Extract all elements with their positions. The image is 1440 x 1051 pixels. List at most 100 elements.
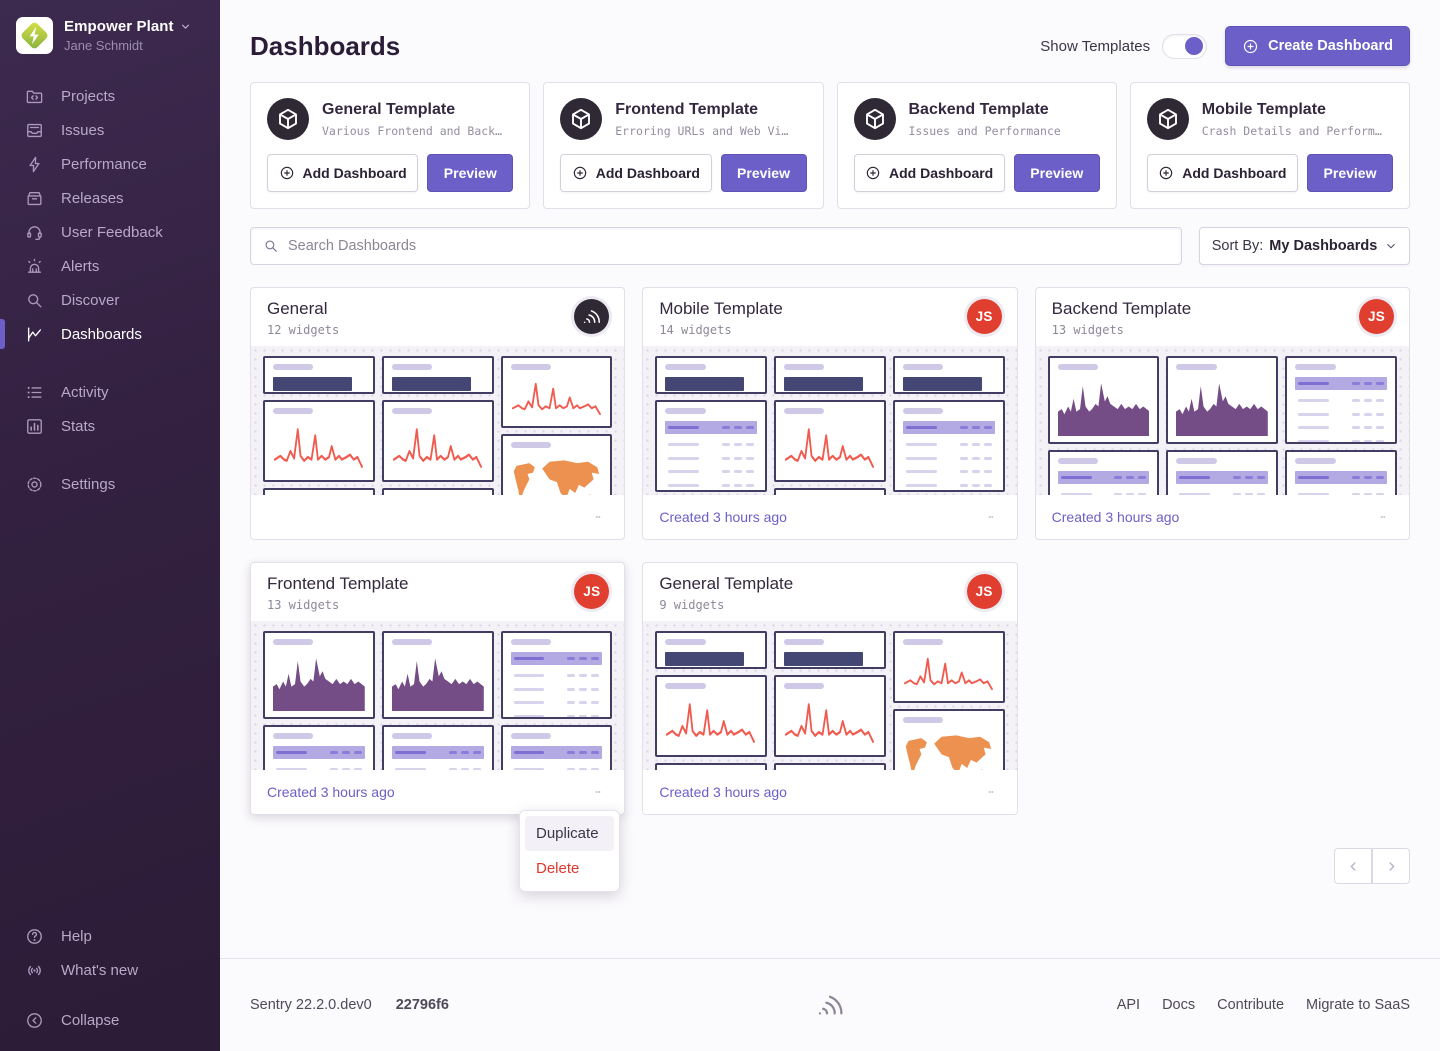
dashboard-options-button[interactable]	[1373, 510, 1393, 524]
widget-title-bar	[1176, 364, 1217, 370]
preview-column	[1285, 356, 1397, 495]
footer-build-hash[interactable]: 22796f6	[395, 997, 449, 1013]
main-area: Dashboards Show Templates Create Dashboa…	[220, 0, 1440, 1051]
dashboard-name-link[interactable]: Frontend Template	[267, 574, 409, 593]
context-menu: Duplicate Delete	[519, 810, 620, 892]
widget-title-bar	[510, 442, 551, 448]
template-card-mobile-template: Mobile Template Crash Details and Perform…	[1129, 82, 1410, 209]
created-timestamp: Created 3 hours ago	[659, 508, 787, 525]
create-dashboard-label: Create Dashboard	[1268, 38, 1393, 54]
dashboard-name-link[interactable]: General	[267, 299, 328, 318]
preview-button[interactable]: Preview	[1013, 154, 1100, 192]
dashboard-preview[interactable]	[251, 621, 625, 770]
mini-widget-area-chart	[381, 631, 494, 719]
footer-link-contribute[interactable]: Contribute	[1217, 997, 1285, 1013]
sidebar-item-discover[interactable]: Discover	[0, 283, 220, 317]
context-menu-item-delete[interactable]: Delete	[536, 860, 580, 877]
preview-button[interactable]: Preview	[1307, 154, 1393, 192]
template-description: Erroring URLs and Web Vi…	[615, 123, 789, 138]
template-cube-badge	[560, 98, 603, 140]
avatar-initials: JS	[975, 584, 993, 599]
mini-widget-world-map	[892, 709, 1005, 770]
preview-button[interactable]: Preview	[720, 154, 807, 192]
dashboard-options-button[interactable]	[588, 510, 608, 524]
sidebar-item-what-s-new[interactable]: What's new	[0, 953, 220, 987]
add-dashboard-button[interactable]: Add Dashboard	[560, 154, 712, 192]
mini-widget-partial	[774, 763, 886, 770]
footer-link-migrate-to-saas[interactable]: Migrate to SaaS	[1306, 997, 1410, 1013]
footer-link-api[interactable]: API	[1116, 997, 1141, 1013]
sidebar-item-performance[interactable]: Performance	[0, 147, 220, 181]
mini-widget-line-chart	[500, 356, 613, 428]
projects-icon	[25, 87, 44, 106]
widget-title-bar	[784, 408, 825, 414]
sidebar-item-dashboards[interactable]: Dashboards	[0, 317, 220, 351]
sidebar-item-label: Projects	[61, 87, 116, 105]
created-timestamp: Created 3 hours ago	[659, 783, 787, 800]
dashboard-options-button[interactable]	[981, 510, 1001, 524]
org-avatar[interactable]	[574, 299, 610, 334]
dashboard-card-header: General 12 widgets	[251, 288, 624, 346]
org-switcher[interactable]: Empower Plant Jane Schmidt	[0, 0, 220, 54]
preview-button[interactable]: Preview	[427, 154, 514, 192]
dashboard-options-button[interactable]	[588, 785, 608, 799]
avatar-initials: JS	[975, 309, 993, 324]
sidebar-item-label: Releases	[61, 189, 124, 207]
user-avatar[interactable]: JS	[574, 574, 610, 609]
dashboard-name-link[interactable]: Backend Template	[1051, 299, 1192, 318]
sidebar-item-user-feedback[interactable]: User Feedback	[0, 215, 220, 249]
mini-widget-table	[655, 400, 768, 492]
template-cube-badge	[853, 98, 896, 140]
dashboard-card-header: Frontend Template 13 widgets JS	[251, 563, 624, 621]
chevron-down-icon	[1385, 240, 1397, 252]
org-name: Empower Plant	[64, 18, 174, 35]
dashboard-preview[interactable]	[251, 346, 625, 495]
user-avatar[interactable]: JS	[966, 574, 1002, 609]
whats-new-icon	[25, 961, 44, 980]
dashboard-preview[interactable]	[643, 346, 1017, 495]
dashboard-preview[interactable]	[1035, 346, 1409, 495]
show-templates-toggle[interactable]	[1162, 33, 1208, 59]
sidebar-item-alerts[interactable]: Alerts	[0, 249, 220, 283]
add-dashboard-button[interactable]: Add Dashboard	[267, 154, 419, 192]
dashboard-name-link[interactable]: General Template	[659, 574, 794, 593]
sidebar-item-label: Settings	[61, 475, 116, 493]
template-description: Issues and Performance	[908, 123, 1061, 138]
dashboard-card-mobile-template: Mobile Template 14 widgets JS Created 3 hou…	[642, 287, 1018, 540]
chevron-right-icon	[1385, 860, 1398, 873]
footer-link-docs[interactable]: Docs	[1162, 997, 1196, 1013]
pagination-next-button[interactable]	[1372, 848, 1410, 884]
sidebar-item-projects[interactable]: Projects	[0, 79, 220, 113]
created-timestamp: Created 3 hours ago	[1051, 508, 1180, 525]
sidebar-item-help[interactable]: Help	[0, 919, 220, 953]
collapse-icon	[25, 1011, 44, 1030]
sidebar-item-label: Help	[61, 927, 92, 945]
sidebar-item-releases[interactable]: Releases	[0, 181, 220, 215]
dashboard-card-footer: Created 3 hours ago	[643, 494, 1017, 539]
search-input[interactable]	[288, 238, 1169, 254]
mini-widget-table	[381, 725, 494, 770]
create-dashboard-button[interactable]: Create Dashboard	[1225, 26, 1410, 66]
add-dashboard-button[interactable]: Add Dashboard	[1146, 154, 1298, 192]
add-dashboard-button[interactable]: Add Dashboard	[853, 154, 1005, 192]
user-avatar[interactable]: JS	[966, 299, 1002, 334]
mini-widget-big-number	[774, 356, 886, 394]
sidebar-item-activity[interactable]: Activity	[0, 375, 220, 409]
sidebar-item-collapse[interactable]: Collapse	[0, 1003, 220, 1037]
sort-dropdown[interactable]: Sort By: My Dashboards	[1199, 227, 1410, 265]
page-title: Dashboards	[250, 30, 401, 61]
dashboard-options-button[interactable]	[981, 785, 1001, 799]
sidebar-item-label: Alerts	[61, 257, 100, 275]
sidebar-item-issues[interactable]: Issues	[0, 113, 220, 147]
sidebar-item-settings[interactable]: Settings	[0, 467, 220, 501]
dashboard-name-link[interactable]: Mobile Template	[659, 299, 783, 318]
pagination-prev-button[interactable]	[1334, 848, 1372, 884]
context-menu-item-duplicate[interactable]: Duplicate	[525, 816, 614, 851]
dashboard-preview[interactable]	[643, 621, 1017, 770]
sidebar-item-stats[interactable]: Stats	[0, 409, 220, 443]
issues-icon	[25, 121, 44, 140]
user-avatar[interactable]: JS	[1359, 299, 1394, 334]
toggle-knob	[1185, 37, 1204, 55]
sidebar-item-label: User Feedback	[61, 223, 163, 241]
created-timestamp: Created 3 hours ago	[267, 783, 395, 800]
